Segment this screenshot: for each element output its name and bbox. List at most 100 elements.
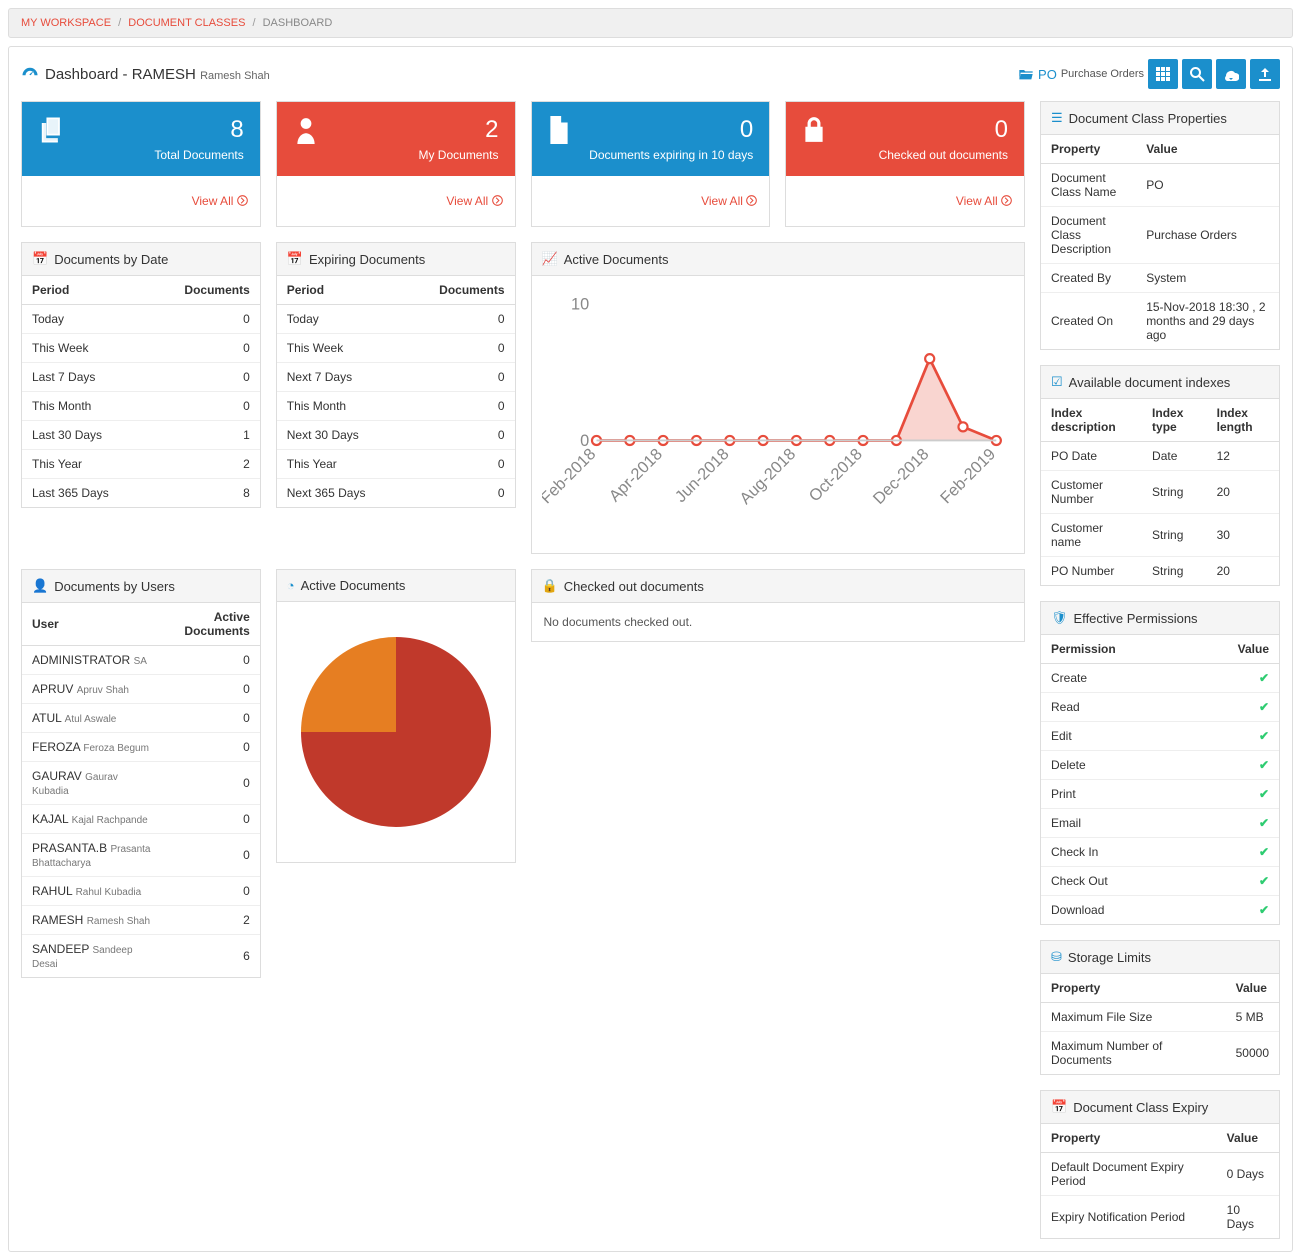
table-row: Today0 xyxy=(22,305,260,334)
count-cell: 0 xyxy=(163,733,259,762)
user-cell: GAURAV Gaurav Kubadia xyxy=(22,762,163,805)
breadcrumb-workspace[interactable]: MY WORKSPACE xyxy=(21,17,111,29)
lock-icon xyxy=(802,116,826,162)
permission-value: ✔ xyxy=(1189,722,1279,751)
table-cell: Last 7 Days xyxy=(22,363,148,392)
right-sidebar: ☰Document Class Properties PropertyValue… xyxy=(1040,101,1280,1239)
table-cell: 0 Days xyxy=(1217,1153,1279,1196)
permission-value: ✔ xyxy=(1189,867,1279,896)
table-cell: 0 xyxy=(148,363,259,392)
list-icon: ☰ xyxy=(1051,110,1063,126)
copy-icon xyxy=(38,116,66,162)
panel-title: Active Documents xyxy=(301,578,406,593)
table-cell: Today xyxy=(22,305,148,334)
stat-value: 8 xyxy=(154,116,243,144)
dashboard-container: Dashboard - RAMESH Ramesh Shah PO Purcha… xyxy=(8,46,1293,1252)
panel-title: Documents by Users xyxy=(54,579,175,594)
count-cell: 0 xyxy=(163,877,259,906)
panel-title: Active Documents xyxy=(564,252,669,267)
svg-text:Jun-2018: Jun-2018 xyxy=(671,445,732,506)
download-button[interactable] xyxy=(1216,59,1246,89)
permission-name: Check In xyxy=(1041,838,1189,867)
checked-out-panel: 🔒Checked out documents No documents chec… xyxy=(531,569,1026,642)
indexes-table: Index descriptionIndex typeIndex length … xyxy=(1041,399,1279,585)
permission-value: ✔ xyxy=(1189,809,1279,838)
stat-checked-out: 0 Checked out documents View All xyxy=(785,101,1025,227)
table-row: GAURAV Gaurav Kubadia0 xyxy=(22,762,260,805)
table-row: This Year2 xyxy=(22,450,260,479)
docs-by-date-table: PeriodDocuments Today0This Week0Last 7 D… xyxy=(22,276,260,507)
col-property: Property xyxy=(1041,1124,1217,1153)
table-row: Next 30 Days0 xyxy=(277,421,515,450)
table-cell: 0 xyxy=(404,363,514,392)
permissions-panel: 🛡Effective Permissions PermissionValue C… xyxy=(1040,601,1280,925)
docs-by-date-panel: 📅Documents by Date PeriodDocuments Today… xyxy=(21,242,261,508)
table-row: ATUL Atul Aswale0 xyxy=(22,704,260,733)
doc-class-properties-table: PropertyValue Document Class NamePODocum… xyxy=(1041,135,1279,349)
table-cell: 10 Days xyxy=(1217,1196,1279,1239)
table-cell: This Week xyxy=(277,334,405,363)
count-cell: 0 xyxy=(163,805,259,834)
view-all-link[interactable]: View All xyxy=(192,194,248,208)
table-cell: Last 30 Days xyxy=(22,421,148,450)
table-row: Next 7 Days0 xyxy=(277,363,515,392)
table-row: Print✔ xyxy=(1041,780,1279,809)
view-all-link[interactable]: View All xyxy=(956,194,1012,208)
permission-value: ✔ xyxy=(1189,693,1279,722)
permission-name: Email xyxy=(1041,809,1189,838)
table-row: RAHUL Rahul Kubadia0 xyxy=(22,877,260,906)
table-row: PRASANTA.B Prasanta Bhattacharya0 xyxy=(22,834,260,877)
col-property: Property xyxy=(1041,135,1136,164)
permission-value: ✔ xyxy=(1189,780,1279,809)
table-row: Edit✔ xyxy=(1041,722,1279,751)
calendar-icon: 📅 xyxy=(1051,1099,1067,1115)
svg-text:10: 10 xyxy=(571,296,589,314)
table-row: Expiry Notification Period10 Days xyxy=(1041,1196,1279,1239)
table-cell: Purchase Orders xyxy=(1136,207,1279,264)
main-grid: 8 Total Documents View All 2 My Document… xyxy=(21,101,1280,1239)
grid-view-button[interactable] xyxy=(1148,59,1178,89)
view-all-link[interactable]: View All xyxy=(701,194,757,208)
svg-text:Dec-2018: Dec-2018 xyxy=(869,445,932,508)
table-cell: 20 xyxy=(1207,471,1279,514)
col-value: Value xyxy=(1226,974,1279,1003)
stat-label: My Documents xyxy=(418,148,498,162)
stat-value: 0 xyxy=(589,116,753,144)
svg-text:Aug-2018: Aug-2018 xyxy=(736,445,799,508)
col-value: Value xyxy=(1217,1124,1279,1153)
table-row: This Week0 xyxy=(22,334,260,363)
table-cell: String xyxy=(1142,471,1207,514)
table-row: Last 7 Days0 xyxy=(22,363,260,392)
permissions-table: PermissionValue Create✔Read✔Edit✔Delete✔… xyxy=(1041,635,1279,924)
active-docs-pie-chart xyxy=(296,632,496,832)
upload-button[interactable] xyxy=(1250,59,1280,89)
table-row: Maximum Number of Documents50000 xyxy=(1041,1032,1279,1075)
breadcrumb-sep: / xyxy=(118,17,121,29)
table-cell: 0 xyxy=(148,305,259,334)
storage-panel: ⛁Storage Limits PropertyValue Maximum Fi… xyxy=(1040,940,1280,1075)
user-cell: KAJAL Kajal Rachpande xyxy=(22,805,163,834)
active-docs-line-chart: 010Feb-2018Apr-2018Jun-2018Aug-2018Oct-2… xyxy=(542,286,1015,540)
breadcrumb-document-classes[interactable]: DOCUMENT CLASSES xyxy=(128,17,245,29)
storage-table: PropertyValue Maximum File Size5 MBMaxim… xyxy=(1041,974,1279,1074)
table-cell: Last 365 Days xyxy=(22,479,148,508)
table-cell: Created By xyxy=(1041,264,1136,293)
database-icon: ⛁ xyxy=(1051,949,1062,965)
table-row: Check In✔ xyxy=(1041,838,1279,867)
table-cell: 2 xyxy=(148,450,259,479)
table-cell: Customer Number xyxy=(1041,471,1142,514)
table-cell: This Month xyxy=(277,392,405,421)
breadcrumb-sep: / xyxy=(252,17,255,29)
table-row: Document Class DescriptionPurchase Order… xyxy=(1041,207,1279,264)
user-cell: FEROZA Feroza Begum xyxy=(22,733,163,762)
pie-chart-icon: ◔ xyxy=(287,578,295,593)
search-button[interactable] xyxy=(1182,59,1212,89)
table-row: This Month0 xyxy=(277,392,515,421)
stat-expiring-documents: 0 Documents expiring in 10 days View All xyxy=(531,101,771,227)
col-len: Index length xyxy=(1207,399,1279,442)
panel-title: Expiring Documents xyxy=(309,252,425,267)
table-cell: Document Class Description xyxy=(1041,207,1136,264)
count-cell: 0 xyxy=(163,834,259,877)
table-row: This Year0 xyxy=(277,450,515,479)
view-all-link[interactable]: View All xyxy=(446,194,502,208)
